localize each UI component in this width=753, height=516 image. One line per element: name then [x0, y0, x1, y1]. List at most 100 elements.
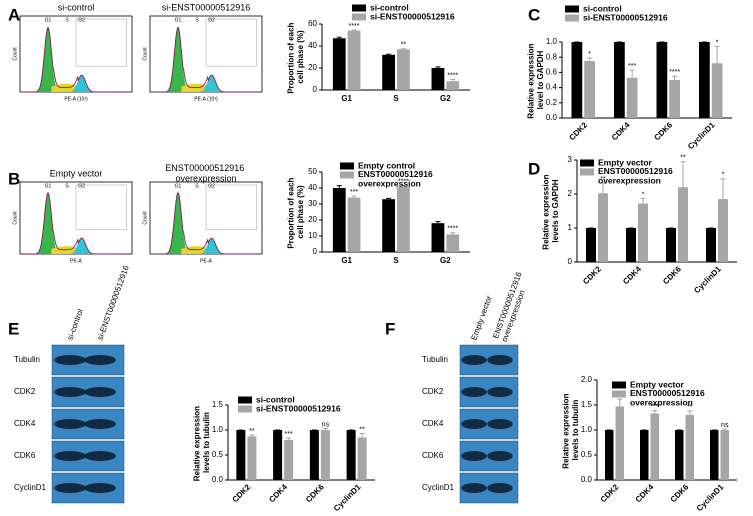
lane-label: Empty vector	[469, 294, 494, 341]
bar	[584, 61, 595, 118]
x-tick-label: CDK4	[634, 482, 656, 504]
y-axis-label: Count	[12, 211, 18, 225]
y-tick-label: 0.5	[581, 450, 593, 459]
y-tick-label: 2.0	[581, 375, 593, 384]
bar	[675, 430, 684, 480]
text-line: overexpression	[358, 179, 421, 189]
bar	[320, 430, 330, 480]
text-line: Proportion of each	[287, 20, 296, 93]
significance-label: **	[687, 404, 693, 411]
text-line: overexpression	[175, 174, 236, 184]
x-tick-label: G1	[341, 94, 352, 103]
bar	[347, 197, 361, 252]
text-line: Proportion of each	[287, 175, 296, 248]
y-axis-label: Count	[142, 211, 148, 225]
legend-swatch	[238, 405, 252, 413]
error-bar	[386, 197, 392, 200]
blot-band	[84, 387, 116, 397]
y-axis-label: Proportion of each cell phase (%)	[287, 20, 305, 93]
stats-box	[205, 18, 257, 67]
bar	[666, 228, 676, 262]
y-tick-label: 30	[308, 199, 317, 208]
significance-label: ns	[721, 422, 729, 429]
y-axis-label: Relative expression level to GAPDH	[527, 41, 545, 118]
error-bar	[629, 69, 635, 78]
x-tick-label: CDK2	[599, 482, 621, 504]
panel-label: A	[8, 5, 20, 24]
x-tick-label: CDK2	[231, 482, 253, 504]
y-tick-label: 0	[313, 85, 318, 94]
blot-band	[84, 419, 116, 429]
legend-swatch	[238, 396, 252, 404]
bar	[382, 199, 395, 252]
phase-area	[199, 238, 227, 254]
x-tick-label: G2	[440, 256, 451, 265]
text-line: ENST00000512916	[630, 388, 707, 398]
bar	[669, 80, 680, 118]
legend-label: Empty control	[358, 160, 415, 170]
x-axis-label: PE-A	[70, 258, 82, 264]
legend-label: si-ENST00000512916	[583, 12, 668, 22]
legend-label: si-control	[256, 394, 295, 404]
y-tick-label: 0	[568, 257, 573, 266]
text-line: ENST00000512916	[598, 166, 675, 176]
gate-label: S	[65, 17, 69, 23]
gate-label: G1	[45, 183, 52, 189]
gate-label: G1	[175, 183, 182, 189]
error-bar	[249, 434, 255, 437]
x-tick-label: CDK6	[304, 482, 326, 504]
bar	[718, 199, 728, 262]
x-tick-label: CDK6	[669, 482, 691, 504]
bar	[706, 228, 716, 262]
y-tick-label: 1.5	[212, 400, 224, 409]
y-tick-label: 0	[313, 247, 318, 256]
legend-label: si-control	[370, 2, 409, 12]
x-tick-label: G2	[440, 94, 451, 103]
x-tick-label: CyclinD1	[332, 482, 363, 513]
bar	[615, 406, 624, 480]
bar	[605, 430, 614, 480]
bar	[284, 440, 294, 480]
y-axis-label: Relative expression levels to GAPDH	[542, 172, 560, 249]
legend-label: ENST00000512916 overexpression	[630, 388, 707, 407]
bar	[699, 42, 710, 118]
bar	[656, 42, 668, 118]
error-bar	[587, 57, 593, 61]
y-tick-label: 1	[568, 223, 573, 232]
text-line: ENST00000512916	[358, 169, 435, 179]
phase-area	[164, 27, 193, 92]
y-tick-label: 2	[568, 189, 573, 198]
error-bar	[286, 437, 292, 440]
legend-swatch	[565, 5, 579, 13]
y-tick-label: 40	[308, 183, 317, 192]
text-line: Relative expression	[542, 172, 551, 249]
error-bar	[435, 66, 441, 68]
panel-label: E	[8, 319, 19, 338]
text-line: ENST00000512916	[165, 163, 247, 173]
bar	[586, 228, 596, 262]
y-axis-label: Relative expression levels to tubulin	[562, 391, 580, 468]
significance-label: ****	[398, 178, 409, 185]
blot-row-label: CDK6	[14, 451, 36, 460]
stats-box	[205, 184, 257, 230]
bar	[332, 188, 346, 252]
bar	[347, 30, 361, 91]
legend-swatch	[612, 390, 626, 398]
legend-label: si-ENST00000512916	[370, 11, 455, 21]
bar	[357, 437, 367, 480]
error-bar	[640, 197, 646, 204]
y-tick-label: 0.0	[212, 475, 224, 484]
blot-row-label: Tubulin	[14, 355, 40, 364]
blot-row-label: CDK2	[14, 387, 36, 396]
error-bar	[600, 182, 606, 194]
x-tick-label: CyclinD1	[692, 264, 723, 295]
text-line: overexpression	[598, 176, 661, 186]
blot-band	[54, 451, 86, 461]
error-bar	[400, 48, 406, 50]
y-tick-label: 0.5	[212, 450, 224, 459]
bar	[446, 234, 460, 252]
text-line: level to GAPDH	[536, 50, 545, 109]
bar	[397, 49, 410, 90]
blot-band	[54, 355, 86, 365]
text-line: overexpression	[630, 398, 693, 408]
